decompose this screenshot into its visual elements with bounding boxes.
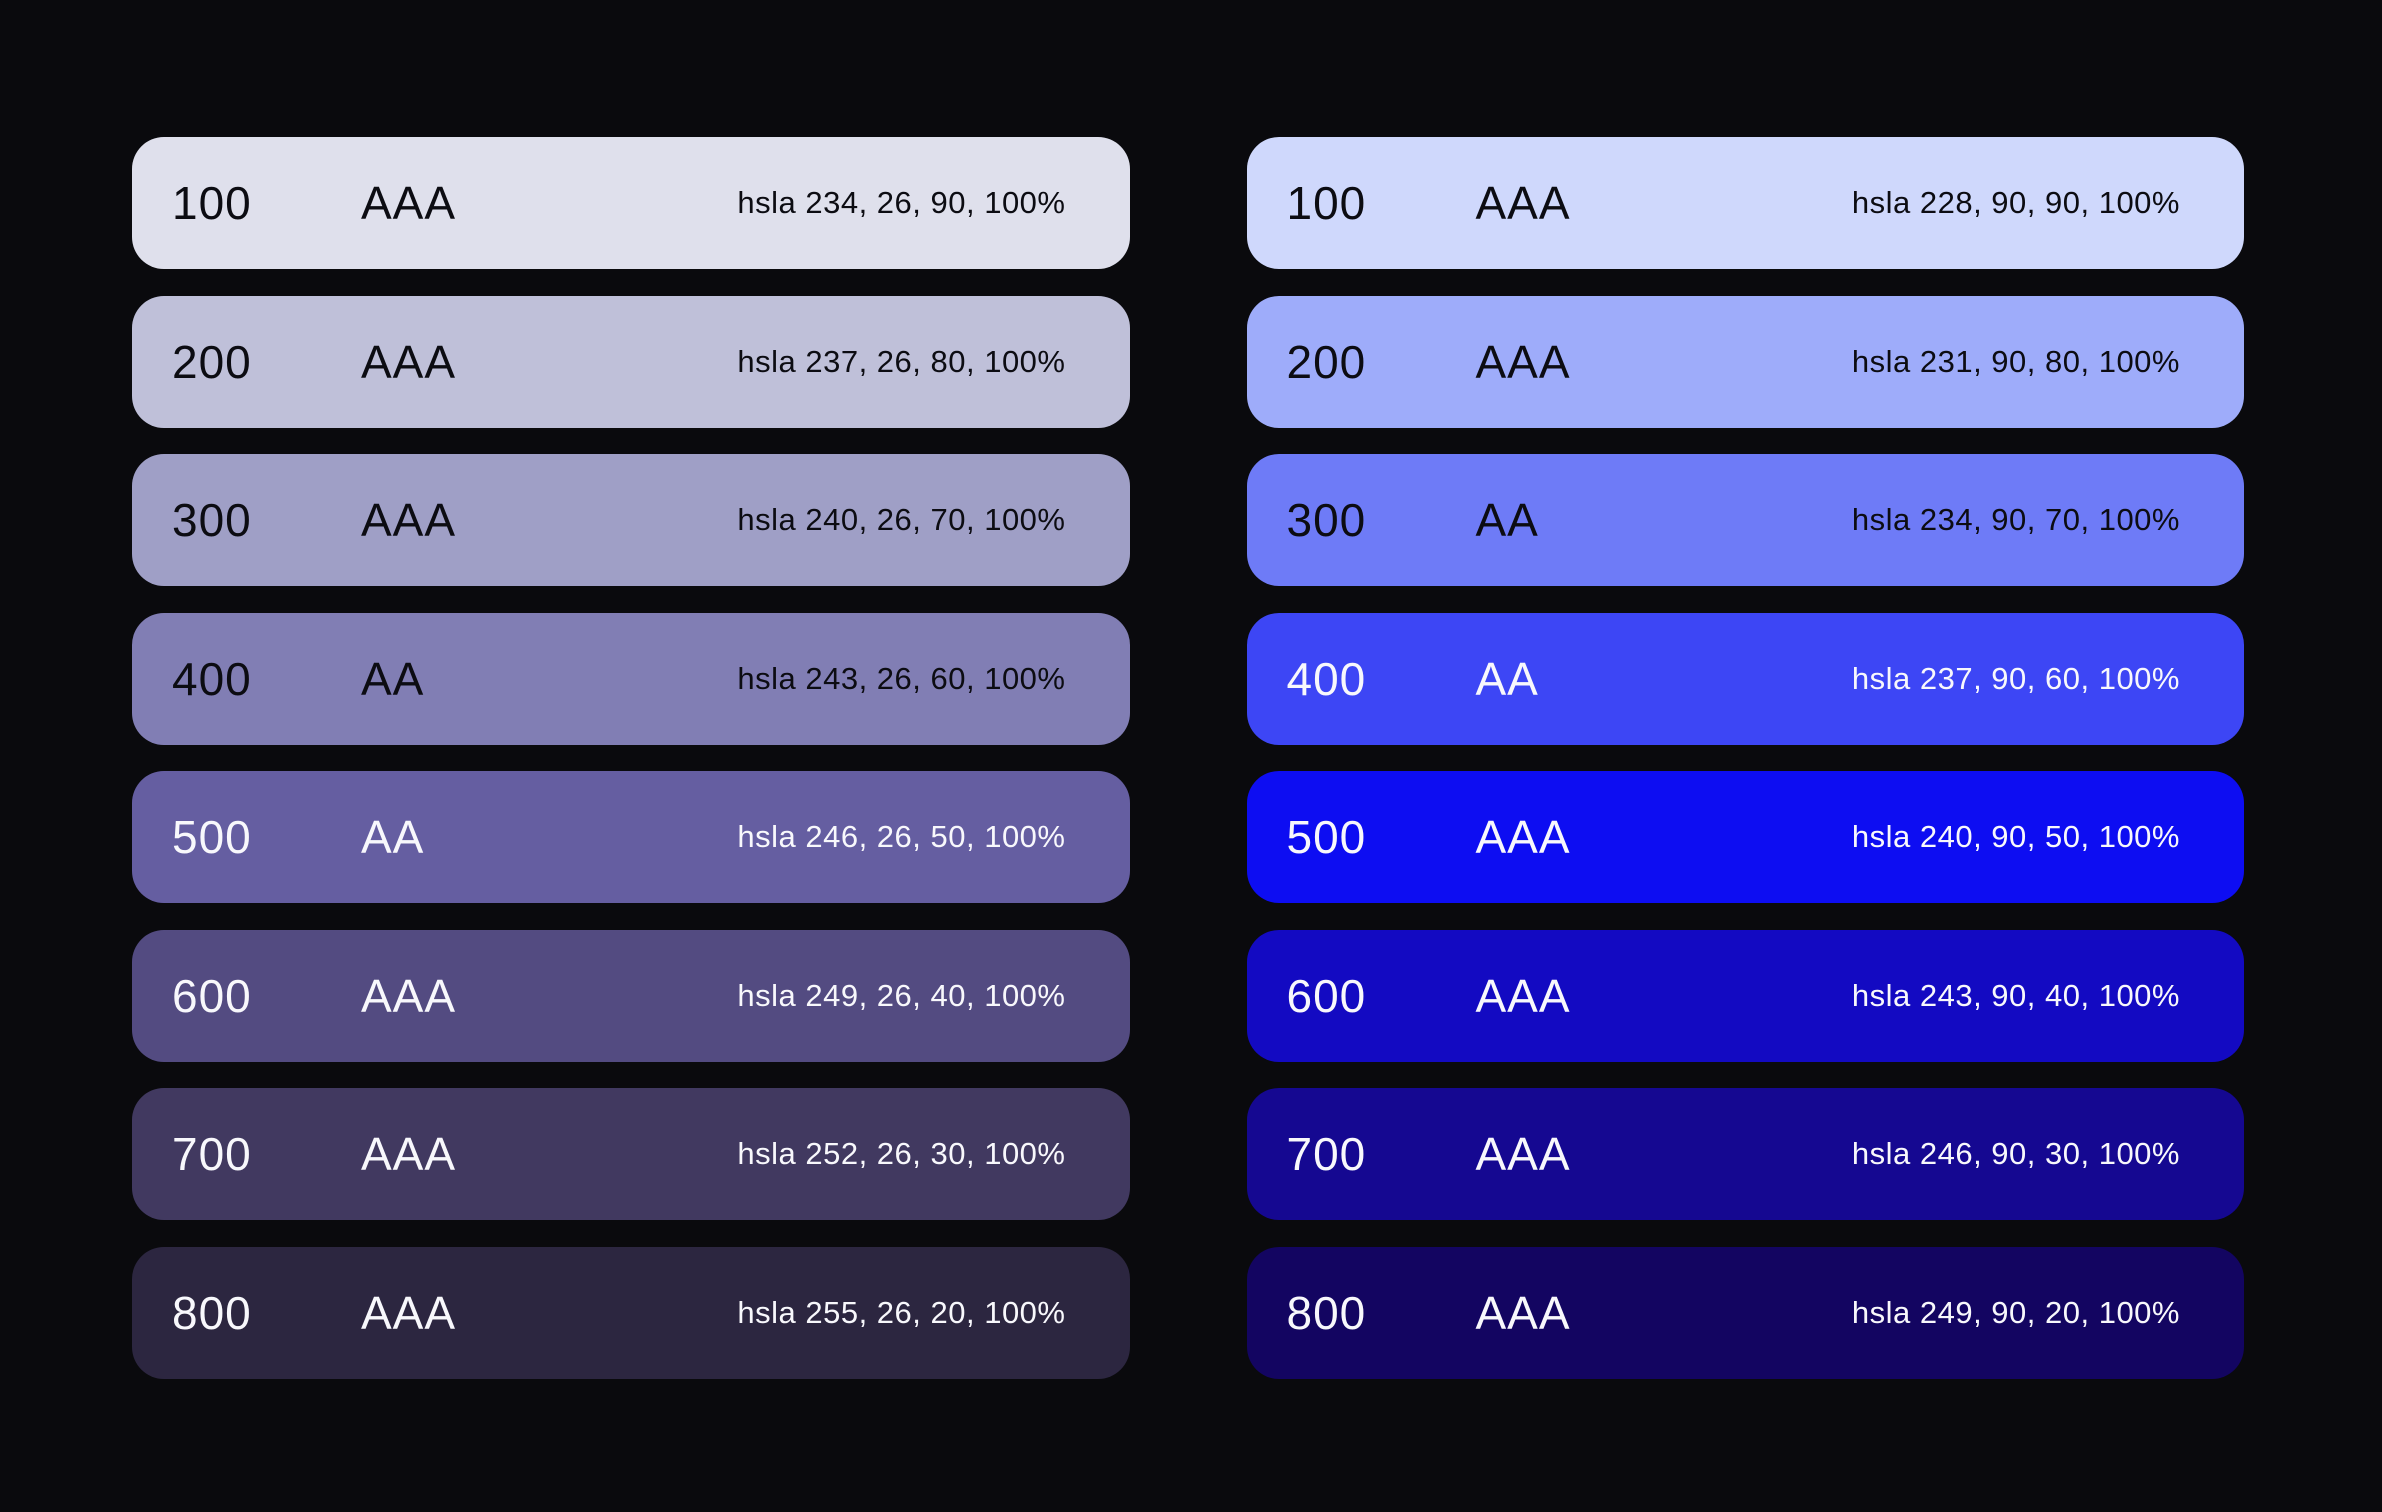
muted-scale-column: 100 AAA hsla 234, 26, 90, 100% 200 AAA h…	[132, 137, 1130, 1379]
contrast-rating: AAA	[1475, 811, 1571, 864]
swatch-vivid-200[interactable]: 200 AAA hsla 231, 90, 80, 100%	[1246, 295, 2244, 428]
hsla-value: hsla 228, 90, 90, 100%	[1851, 185, 2180, 220]
step-label: 600	[172, 969, 252, 1022]
contrast-rating: AAA	[361, 177, 457, 229]
hsla-value: hsla 243, 26, 60, 100%	[737, 660, 1066, 696]
swatch-vivid-700[interactable]: 700 AAA hsla 246, 90, 30, 100%	[1246, 1088, 2244, 1221]
hsla-value: hsla 249, 26, 40, 100%	[737, 977, 1066, 1013]
contrast-rating: AAA	[361, 335, 457, 388]
contrast-rating: AAA	[1475, 177, 1571, 229]
hsla-value: hsla 237, 26, 80, 100%	[737, 343, 1066, 379]
step-label: 400	[1286, 652, 1367, 705]
step-label: 200	[1286, 335, 1367, 388]
contrast-rating: AAA	[1475, 335, 1571, 388]
step-label: 500	[1286, 811, 1367, 864]
swatch-muted-800[interactable]: 800 AAA hsla 255, 26, 20, 100%	[132, 1246, 1130, 1379]
contrast-rating: AA	[361, 652, 425, 705]
contrast-rating: AAA	[361, 969, 457, 1022]
hsla-value: hsla 240, 90, 50, 100%	[1851, 819, 2180, 855]
contrast-rating: AA	[1475, 494, 1539, 547]
hsla-value: hsla 255, 26, 20, 100%	[737, 1294, 1066, 1330]
hsla-value: hsla 243, 90, 40, 100%	[1851, 977, 2180, 1013]
hsla-value: hsla 234, 26, 90, 100%	[737, 185, 1066, 220]
hsla-value: hsla 246, 90, 30, 100%	[1851, 1136, 2180, 1172]
step-label: 800	[172, 1286, 252, 1339]
swatch-muted-100[interactable]: 100 AAA hsla 234, 26, 90, 100%	[132, 137, 1130, 269]
step-label: 500	[172, 811, 252, 864]
swatch-vivid-600[interactable]: 600 AAA hsla 243, 90, 40, 100%	[1246, 929, 2244, 1062]
hsla-value: hsla 231, 90, 80, 100%	[1851, 343, 2180, 379]
swatch-muted-700[interactable]: 700 AAA hsla 252, 26, 30, 100%	[132, 1088, 1130, 1221]
hsla-value: hsla 240, 26, 70, 100%	[737, 502, 1066, 538]
swatch-vivid-800[interactable]: 800 AAA hsla 249, 90, 20, 100%	[1246, 1246, 2244, 1379]
swatch-muted-200[interactable]: 200 AAA hsla 237, 26, 80, 100%	[132, 295, 1130, 428]
hsla-value: hsla 237, 90, 60, 100%	[1851, 660, 2180, 696]
step-label: 100	[172, 177, 252, 229]
step-label: 300	[1286, 494, 1367, 547]
step-label: 200	[172, 335, 252, 388]
step-label: 600	[1286, 969, 1367, 1022]
step-label: 400	[172, 652, 252, 705]
contrast-rating: AAA	[1475, 1128, 1571, 1181]
contrast-rating: AAA	[361, 1286, 457, 1339]
swatch-muted-500[interactable]: 500 AA hsla 246, 26, 50, 100%	[132, 771, 1130, 904]
step-label: 700	[1286, 1128, 1367, 1181]
contrast-rating: AAA	[1475, 1286, 1571, 1339]
hsla-value: hsla 249, 90, 20, 100%	[1851, 1294, 2180, 1330]
step-label: 300	[172, 494, 252, 547]
swatch-muted-300[interactable]: 300 AAA hsla 240, 26, 70, 100%	[132, 454, 1130, 587]
hsla-value: hsla 246, 26, 50, 100%	[737, 819, 1066, 855]
hsla-value: hsla 234, 90, 70, 100%	[1851, 502, 2180, 538]
swatch-vivid-400[interactable]: 400 AA hsla 237, 90, 60, 100%	[1246, 612, 2244, 745]
swatch-muted-400[interactable]: 400 AA hsla 243, 26, 60, 100%	[132, 612, 1130, 745]
contrast-rating: AAA	[1475, 969, 1571, 1022]
step-label: 700	[172, 1128, 252, 1181]
contrast-rating: AAA	[361, 494, 457, 547]
step-label: 800	[1286, 1286, 1367, 1339]
swatch-vivid-300[interactable]: 300 AA hsla 234, 90, 70, 100%	[1246, 454, 2244, 587]
vivid-scale-column: 100 AAA hsla 228, 90, 90, 100% 200 AAA h…	[1246, 137, 2244, 1379]
contrast-rating: AAA	[361, 1128, 457, 1181]
swatch-muted-600[interactable]: 600 AAA hsla 249, 26, 40, 100%	[132, 929, 1130, 1062]
swatch-vivid-100[interactable]: 100 AAA hsla 228, 90, 90, 100%	[1246, 137, 2244, 269]
contrast-rating: AA	[1475, 652, 1539, 705]
swatch-vivid-500[interactable]: 500 AAA hsla 240, 90, 50, 100%	[1246, 771, 2244, 904]
step-label: 100	[1286, 177, 1367, 229]
hsla-value: hsla 252, 26, 30, 100%	[737, 1136, 1066, 1172]
contrast-rating: AA	[361, 811, 425, 864]
